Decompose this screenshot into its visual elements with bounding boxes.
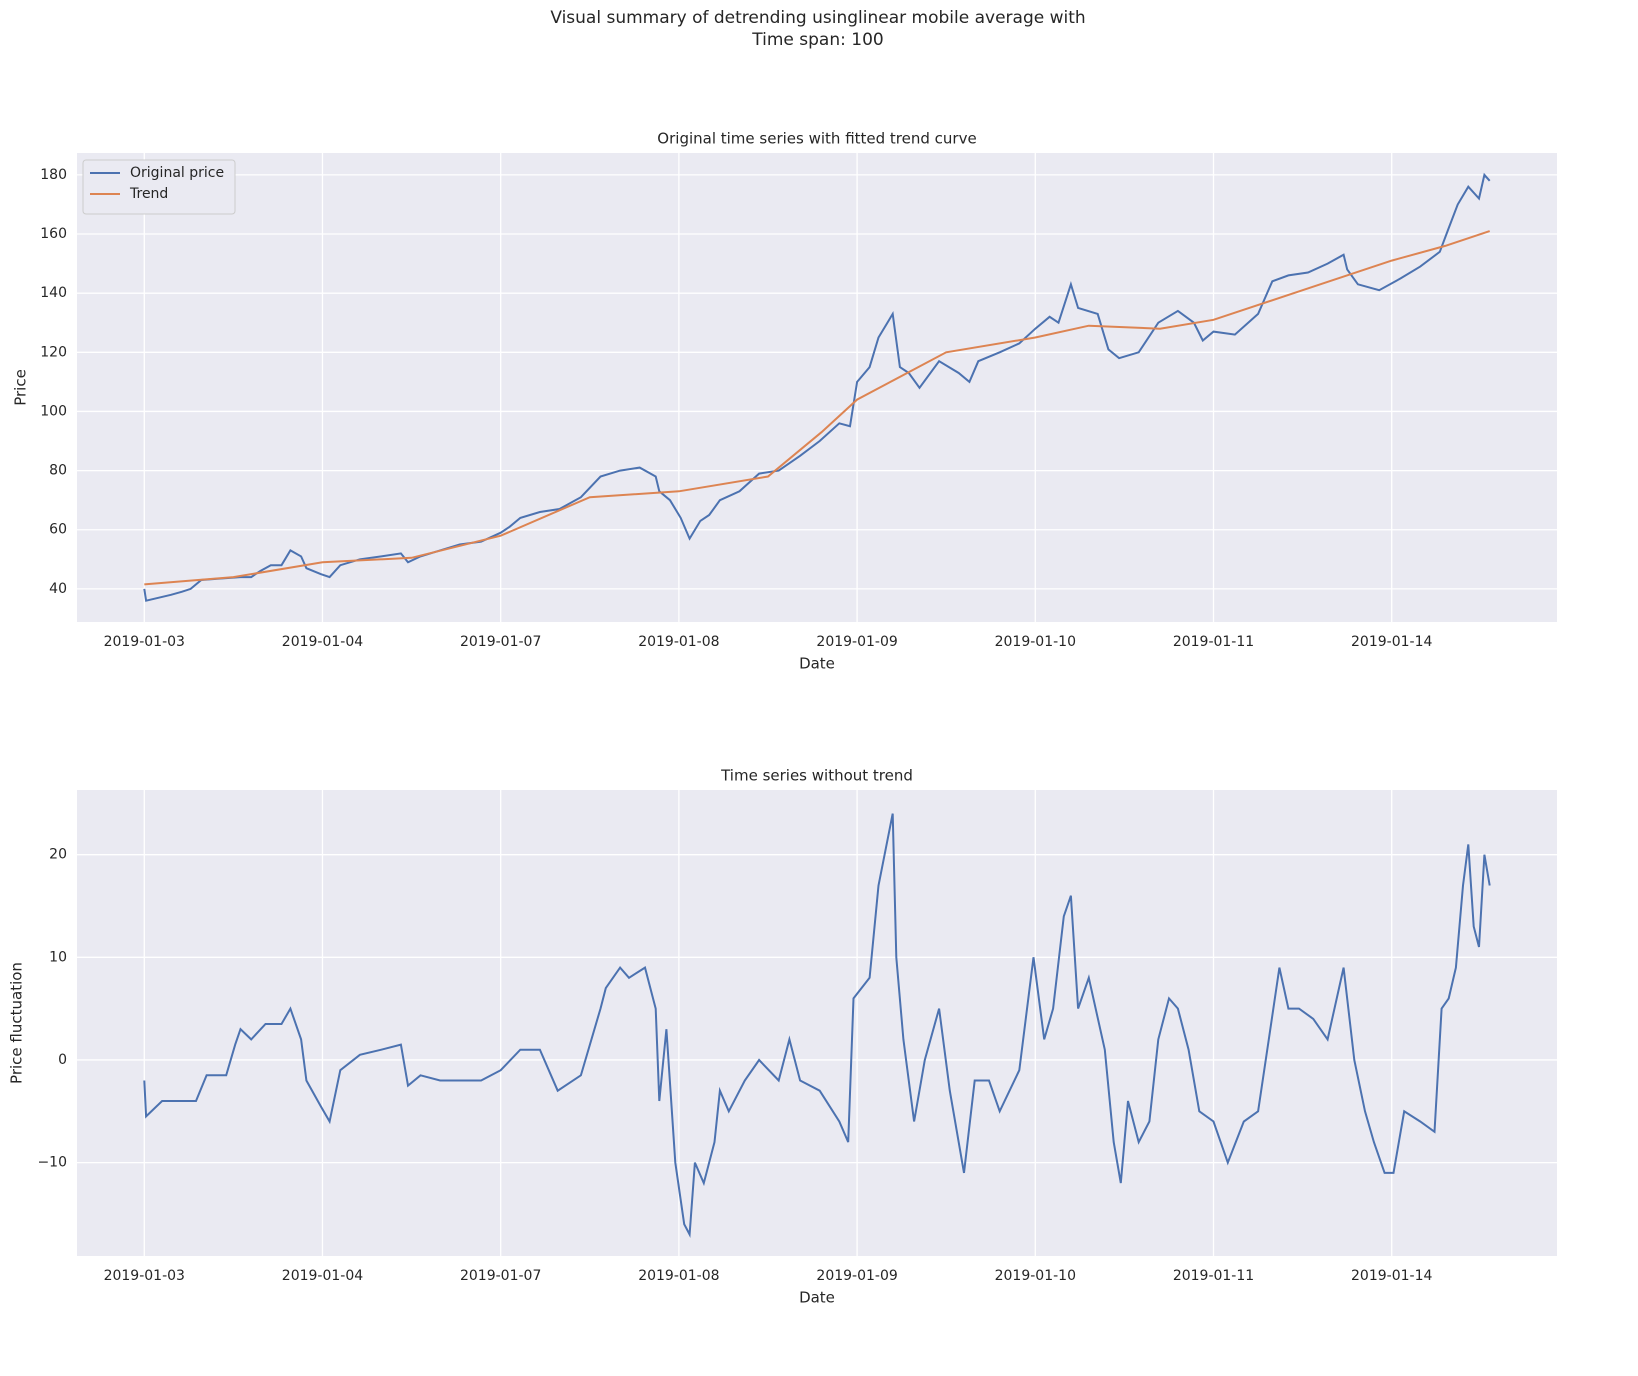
y-tick-label: 80 (49, 463, 67, 479)
y-tick-label: 120 (40, 344, 67, 360)
x-tick-label: 2019-01-11 (1173, 1268, 1254, 1284)
x-tick-label: 2019-01-07 (460, 634, 541, 650)
x-tick-label: 2019-01-09 (816, 634, 897, 650)
plot-area (77, 790, 1557, 1256)
y-tick-label: 160 (40, 226, 67, 242)
y-tick-label: 20 (49, 847, 67, 863)
x-axis-label: Date (799, 655, 835, 673)
y-axis-label: Price fluctuation (8, 962, 26, 1084)
x-tick-label: 2019-01-10 (995, 1268, 1076, 1284)
x-tick-label: 2019-01-07 (460, 1268, 541, 1284)
y-tick-label: 140 (40, 285, 67, 301)
x-tick-label: 2019-01-09 (816, 1268, 897, 1284)
y-tick-label: 40 (49, 581, 67, 597)
x-tick-label: 2019-01-08 (638, 634, 719, 650)
y-tick-label: 60 (49, 522, 67, 538)
x-tick-label: 2019-01-04 (282, 1268, 363, 1284)
axes-title: Time series without trend (720, 767, 913, 785)
axes-title: Original time series with fitted trend c… (657, 130, 976, 148)
legend: Original price Trend (82, 159, 236, 215)
x-axis-label: Date (799, 1289, 835, 1307)
x-tick-label: 2019-01-08 (638, 1268, 719, 1284)
y-tick-label: −10 (37, 1155, 67, 1171)
x-tick-label: 2019-01-03 (104, 634, 185, 650)
x-tick-label: 2019-01-14 (1351, 634, 1432, 650)
legend-box (82, 159, 236, 215)
data-line (144, 230, 1491, 586)
legend-label: Original price (130, 165, 224, 181)
legend-label: Trend (129, 186, 168, 202)
x-tick-label: 2019-01-14 (1351, 1268, 1432, 1284)
x-tick-label: 2019-01-10 (995, 634, 1076, 650)
y-tick-label: 180 (40, 167, 67, 183)
y-tick-label: 10 (49, 949, 67, 965)
x-tick-label: 2019-01-04 (282, 634, 363, 650)
data-line (143, 172, 1491, 602)
y-tick-label: 0 (58, 1052, 67, 1068)
data-line (143, 813, 1491, 1238)
x-tick-label: 2019-01-11 (1173, 634, 1254, 650)
suptitle-line: Time span: 100 (751, 30, 883, 50)
y-axis-label: Price (12, 369, 30, 406)
plot-area (77, 153, 1557, 622)
suptitle-line: Visual summary of detrending usinglinear… (550, 8, 1085, 28)
y-tick-label: 100 (40, 403, 67, 419)
x-tick-label: 2019-01-03 (104, 1268, 185, 1284)
